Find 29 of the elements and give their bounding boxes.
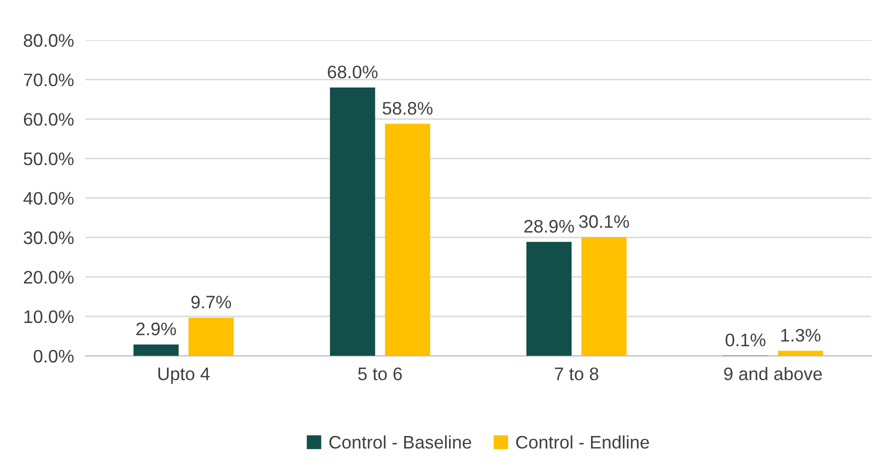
x-tick-label: 9 and above	[724, 367, 822, 380]
y-tick-label: 80.0%	[24, 34, 74, 47]
x-tick-label: 7 to 8	[554, 367, 598, 380]
bar	[188, 318, 234, 356]
bar	[330, 87, 376, 356]
data-label: 0.1%	[726, 334, 766, 346]
legend-label: Control - Endline	[516, 435, 649, 449]
x-tick-label: 5 to 6	[358, 367, 402, 380]
data-label: 58.8%	[382, 102, 433, 115]
bar	[581, 237, 627, 356]
y-tick-label: 70.0%	[24, 74, 74, 86]
bar	[133, 344, 179, 356]
data-label: 2.9%	[136, 322, 176, 336]
y-tick-label: 60.0%	[24, 112, 74, 126]
y-tick-label: 20.0%	[24, 270, 74, 284]
y-tick-label: 30.0%	[24, 231, 74, 244]
x-tick-label: Upto 4	[158, 368, 210, 384]
data-label: 68.0%	[328, 66, 378, 78]
data-label: 30.1%	[579, 215, 629, 228]
legend-label: Control - Baseline	[329, 435, 472, 449]
bar	[384, 124, 430, 356]
y-tick-label: 0.0%	[34, 350, 74, 363]
y-tick-label: 40.0%	[23, 192, 74, 205]
data-label: 1.3%	[781, 328, 820, 342]
bar	[526, 242, 572, 356]
data-label: 28.9%	[524, 220, 574, 233]
y-tick-label: 50.0%	[24, 152, 74, 166]
y-tick-label: 10.0%	[24, 310, 74, 324]
data-label: 9.7%	[191, 296, 232, 308]
